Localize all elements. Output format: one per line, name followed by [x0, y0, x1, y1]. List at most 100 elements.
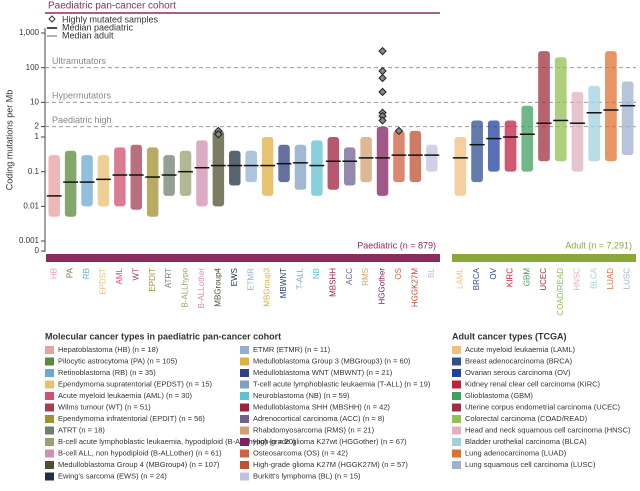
x-tick-label: PA	[66, 267, 75, 278]
legend-label: Ependymoma supratentorial (EPDST) (n = 1…	[58, 379, 213, 388]
legend-label: Pilocytic astrocytoma (PA) (n = 105)	[58, 356, 178, 365]
x-tick-label: AML	[115, 267, 124, 284]
outlier	[378, 116, 387, 125]
legend-swatch	[45, 403, 54, 412]
x-tick-label: HGGother	[378, 268, 387, 305]
x-tick-label: COAD/READ	[556, 268, 565, 316]
outlier	[378, 46, 387, 56]
value-strip	[409, 130, 422, 183]
legend-label: Uterine corpus endometrial carcinoma (UC…	[465, 402, 621, 411]
legend-swatch	[240, 403, 249, 412]
legend-label: B-cell acute lymphoblastic leukaemia, hy…	[58, 437, 296, 446]
legend-swatch	[240, 392, 249, 400]
x-tick-label: EWS	[230, 268, 239, 286]
legend-label: Retinoblastoma (RB) (n = 35)	[58, 368, 156, 377]
legend-swatch	[240, 346, 249, 354]
x-tick-label: MBSHH	[328, 268, 337, 297]
legend-label: Medulloblastoma WNT (MBWNT) (n = 21)	[253, 368, 393, 377]
value-strip	[376, 126, 389, 196]
legend-label: High-grade glioma K27wt (HGGother) (n = …	[253, 437, 407, 446]
x-tick-label: B-ALLhypo	[181, 267, 190, 307]
x-tick-label: B-ALLother	[197, 268, 206, 309]
x-tick-label: WT	[131, 268, 140, 281]
legend-label: Ovarian serous carcinoma (OV)	[465, 368, 571, 377]
legend-label: Ewing's sarcoma (EWS) (n = 24)	[58, 471, 167, 480]
value-strip	[426, 144, 438, 172]
outlier	[394, 126, 404, 136]
x-tick-label: HNSC	[573, 268, 582, 291]
x-tick-label: MBWNT	[279, 268, 288, 298]
legend-swatch	[452, 369, 461, 377]
x-tick-label: KIRC	[506, 268, 515, 287]
legend-label: Highly mutated samples	[62, 14, 159, 24]
value-strip	[311, 140, 323, 196]
legend-title: Adult cancer types (TCGA)	[452, 331, 567, 341]
legend-label: Glioblastoma (GBM)	[465, 391, 533, 400]
legend-swatch	[240, 357, 249, 366]
value-strip	[454, 137, 467, 196]
legend-swatch	[240, 415, 249, 423]
legend-swatch	[45, 461, 54, 469]
y-tick-label: 1	[35, 132, 40, 141]
y-axis-label: Coding mutations per Mb	[4, 90, 14, 191]
legend-swatch	[452, 426, 461, 435]
group-label: Paediatric (n = 879)	[357, 240, 436, 250]
x-tick-label: EPDIT	[148, 268, 157, 292]
value-strip	[245, 150, 257, 183]
value-strip	[48, 155, 60, 217]
legend-swatch	[452, 438, 461, 446]
legend-swatch	[45, 357, 54, 366]
value-strip	[327, 137, 340, 190]
legend-diamond	[48, 15, 56, 23]
legend-swatch	[240, 426, 249, 435]
group-bar	[46, 254, 440, 262]
x-tick-label: RB	[82, 268, 91, 279]
value-strip	[130, 144, 143, 210]
legend-swatch	[45, 346, 54, 354]
chart-title: Paediatric pan-cancer cohort	[48, 1, 176, 12]
value-strip	[81, 155, 93, 207]
x-tick-label: EPDST	[99, 268, 108, 295]
x-tick-label: UCEC	[539, 268, 548, 291]
y-tick-label: 0.001	[19, 236, 40, 245]
legend-swatch	[45, 415, 54, 423]
y-tick-label: 100	[26, 63, 40, 72]
y-tick-label: 0.1	[28, 167, 40, 176]
legend-label: Median adult	[62, 30, 114, 40]
y-tick-label: 2	[35, 122, 40, 131]
value-strip	[571, 91, 584, 172]
legend-label: Colorectal carcinoma (COAD/READ)	[465, 414, 588, 423]
outlier	[378, 73, 387, 83]
value-strip	[621, 81, 634, 156]
value-strip	[504, 120, 517, 172]
legend-swatch	[452, 415, 461, 423]
legend-label: Medulloblastoma Group 3 (MBGroup3) (n = …	[253, 356, 411, 365]
x-tick-label: ETMR	[246, 268, 255, 291]
value-strip	[229, 150, 241, 186]
outlier	[214, 130, 223, 139]
threshold-label: Paediatric high	[52, 115, 112, 125]
value-strip	[605, 51, 617, 162]
legend-label: ETMR (ETMR) (n = 11)	[253, 345, 331, 354]
x-tick-label: HB	[49, 268, 58, 279]
value-strip	[261, 137, 274, 196]
legend-label: Hepatoblastoma (HB) (n = 18)	[58, 345, 159, 354]
value-strip	[294, 144, 307, 190]
legend-label: High-grade glioma K27M (HGGK27M) (n = 57…	[253, 460, 408, 469]
x-tick-label: ATRT	[164, 268, 173, 288]
value-strip	[343, 147, 356, 186]
legend-label: B-cell ALL, non hypodiploid (B-ALLother)…	[58, 448, 222, 457]
value-strip	[538, 51, 550, 162]
legend-swatch	[452, 461, 461, 469]
x-tick-label: MBGroup3	[263, 267, 272, 306]
x-tick-label: GBM	[522, 268, 531, 287]
legend-label: Neuroblastoma (NB) (n = 59)	[253, 391, 350, 400]
x-tick-label: OS	[394, 268, 403, 280]
value-strip	[64, 150, 77, 217]
x-tick-label: RMS	[361, 268, 370, 286]
value-strip	[393, 130, 405, 183]
legend-label: Rhabdomyosarcoma (RMS) (n = 21)	[253, 425, 375, 434]
value-strip	[196, 140, 208, 207]
legend-swatch	[240, 472, 249, 481]
legend-label: Lung adenocarcinoma (LUAD)	[465, 448, 567, 457]
